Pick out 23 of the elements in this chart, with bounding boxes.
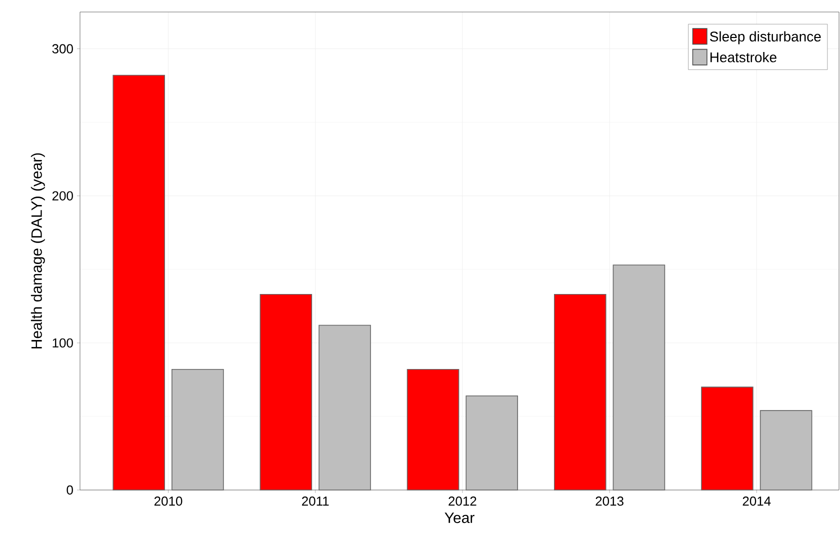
x-tick-label: 2010: [154, 496, 182, 506]
x-axis-title: Year: [444, 512, 474, 524]
x-tick-label: 2012: [448, 496, 476, 506]
bar: [112, 74, 165, 490]
x-tick-label: 2013: [596, 496, 624, 506]
legend-label: Sleep disturbance: [710, 31, 821, 44]
bar: [172, 368, 224, 490]
y-tick-label: 0: [66, 485, 73, 495]
bar: [260, 294, 312, 490]
legend-label: Heatstroke: [710, 52, 776, 62]
bar: [701, 386, 754, 490]
y-axis-title: Health damage (DALY) (year): [30, 153, 45, 348]
x-tick-label: 2011: [302, 496, 329, 506]
bar: [554, 294, 606, 490]
bar: [318, 324, 371, 490]
bar: [406, 368, 460, 490]
bar: [612, 264, 666, 490]
bar: [466, 395, 518, 490]
bar: [760, 410, 812, 490]
y-tick-label: 300: [52, 44, 73, 54]
x-tick-label: 2014: [742, 496, 771, 506]
y-tick-label: 200: [52, 191, 73, 200]
y-tick-label: 100: [52, 338, 73, 348]
